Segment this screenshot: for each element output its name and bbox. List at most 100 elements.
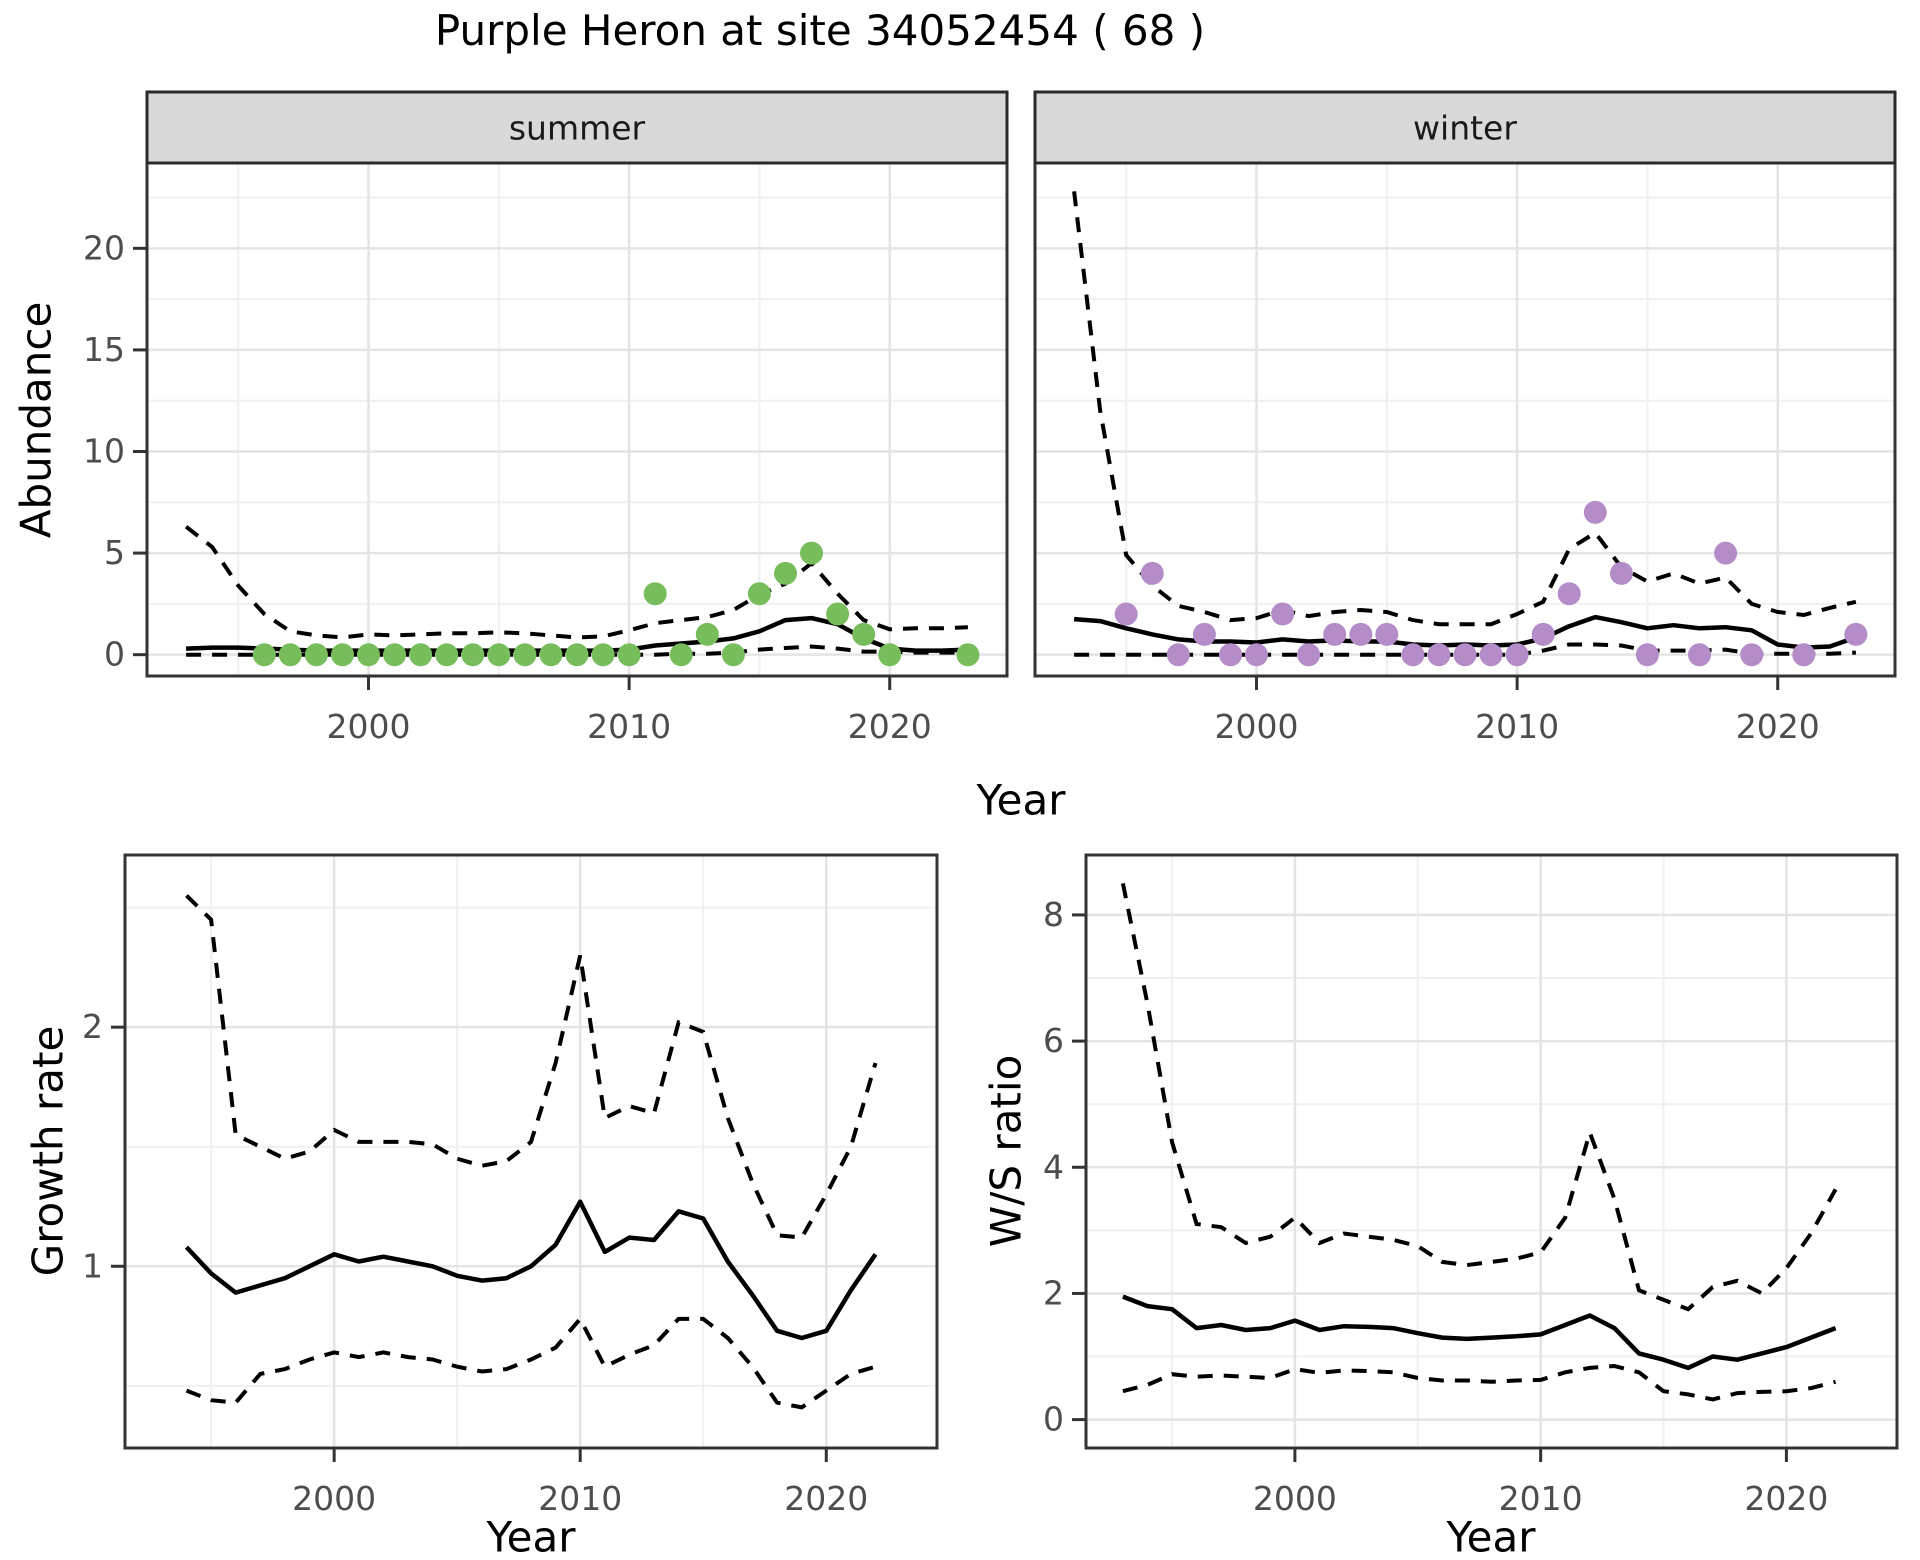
x-tick-label: 2000 [327, 707, 411, 746]
y-tick-label: 6 [1043, 1021, 1064, 1060]
growth-rate-axis-label: Growth rate [23, 1025, 73, 1277]
winter-data-point [1114, 602, 1138, 626]
summer-data-point [539, 643, 563, 667]
winter-data-point [1688, 643, 1711, 667]
summer-data-point [826, 602, 850, 626]
winter-data-point [1349, 622, 1373, 646]
winter-data-point [1714, 541, 1738, 565]
summer-data-point [747, 582, 771, 606]
upper-ci-line [184, 525, 968, 640]
y-tick-label: 0 [1043, 1400, 1064, 1439]
winter-data-point [1792, 643, 1816, 667]
winter-data-point [1531, 622, 1555, 646]
upper-ci-line [185, 894, 878, 1240]
summer-data-point [513, 643, 537, 667]
y-tick-label: 5 [104, 533, 125, 572]
winter-data-point [1635, 643, 1659, 667]
winter-data-point [1583, 500, 1607, 524]
y-tick-label: 8 [1043, 895, 1064, 934]
median-line [1122, 1294, 1837, 1371]
summer-data-point [800, 541, 823, 565]
y-tick-label: 2 [82, 1007, 103, 1046]
winter-data-point [1427, 643, 1451, 667]
summer-data-point [774, 561, 797, 585]
winter-data-point [1192, 622, 1216, 646]
winter-data-point [1453, 643, 1477, 667]
panel-border [123, 853, 939, 1450]
y-tick-label: 15 [83, 330, 125, 369]
upper-ci-line [1072, 191, 1857, 627]
x-tick-label: 2010 [1499, 1479, 1583, 1518]
lower-ci-line [1122, 1363, 1837, 1402]
summer-data-point [252, 643, 276, 667]
winter-data-point [1323, 622, 1347, 646]
y-tick-label: 20 [83, 228, 125, 267]
ws-year-axis-label: Year [1446, 1512, 1536, 1560]
summer-data-point [852, 622, 876, 646]
winter-data-point [1375, 622, 1399, 646]
panel-border [1084, 853, 1899, 1450]
lower-ci-line [185, 1315, 877, 1410]
summer-data-point [669, 643, 693, 667]
winter-data-point [1557, 582, 1581, 606]
chart-title: Purple Heron at site 34052454 ( 68 ) [434, 6, 1206, 55]
summer-data-point [695, 622, 719, 646]
facet-strip [145, 90, 1009, 165]
x-tick-label: 2020 [848, 707, 932, 746]
x-tick-label: 2000 [1215, 707, 1299, 746]
summer-data-point [435, 643, 459, 667]
summer-data-point [304, 643, 328, 667]
y-tick-label: 2 [1043, 1273, 1064, 1312]
summer-data-point [383, 643, 407, 667]
x-tick-label: 2010 [1475, 707, 1559, 746]
summer-data-point [643, 582, 667, 606]
abundance-axis-label: Abundance [11, 301, 61, 539]
winter-data-point [1297, 643, 1321, 667]
summer-data-point [357, 643, 380, 667]
summer-data-point [721, 643, 745, 667]
panel-background [1086, 855, 1897, 1448]
y-tick-label: 1 [82, 1246, 103, 1285]
summer-data-point [617, 643, 641, 667]
top-year-axis-label: Year [976, 775, 1066, 825]
panel-background [125, 855, 937, 1448]
x-tick-label: 2000 [292, 1479, 376, 1518]
winter-data-point [1609, 561, 1633, 585]
summer-data-point [878, 643, 902, 667]
summer-data-point [461, 643, 485, 667]
summer-data-point [956, 643, 980, 667]
upper-ci-line [1120, 882, 1838, 1312]
summer-data-point [331, 643, 354, 667]
y-tick-label: 0 [104, 635, 125, 674]
x-tick-label: 2010 [538, 1479, 622, 1518]
panel-background [147, 163, 1007, 676]
winter-data-point [1271, 602, 1295, 626]
summer-data-point [591, 643, 615, 667]
y-tick-label: 4 [1043, 1147, 1064, 1186]
winter-data-point [1740, 643, 1764, 667]
facet-strip-label: summer [509, 109, 646, 148]
summer-data-point [487, 643, 511, 667]
facet-strip [1033, 90, 1897, 165]
winter-data-point [1140, 561, 1164, 585]
winter-data-point [1245, 643, 1268, 667]
x-tick-label: 2010 [587, 707, 671, 746]
ws-ratio-axis-label: W/S ratio [981, 1054, 1031, 1248]
facet-strip-label: winter [1413, 109, 1517, 148]
median-line [184, 1199, 878, 1341]
summer-data-point [565, 643, 589, 667]
winter-data-point [1844, 622, 1868, 646]
summer-data-point [409, 643, 433, 667]
y-tick-label: 10 [83, 431, 125, 470]
winter-data-point [1479, 643, 1503, 667]
growth-year-axis-label: Year [486, 1512, 576, 1560]
panel-background [1035, 163, 1895, 676]
x-tick-label: 2020 [1736, 707, 1820, 746]
x-tick-label: 2000 [1253, 1479, 1337, 1518]
x-tick-label: 2020 [784, 1479, 868, 1518]
winter-data-point [1166, 643, 1190, 667]
winter-data-point [1401, 643, 1425, 667]
winter-data-point [1219, 643, 1242, 667]
